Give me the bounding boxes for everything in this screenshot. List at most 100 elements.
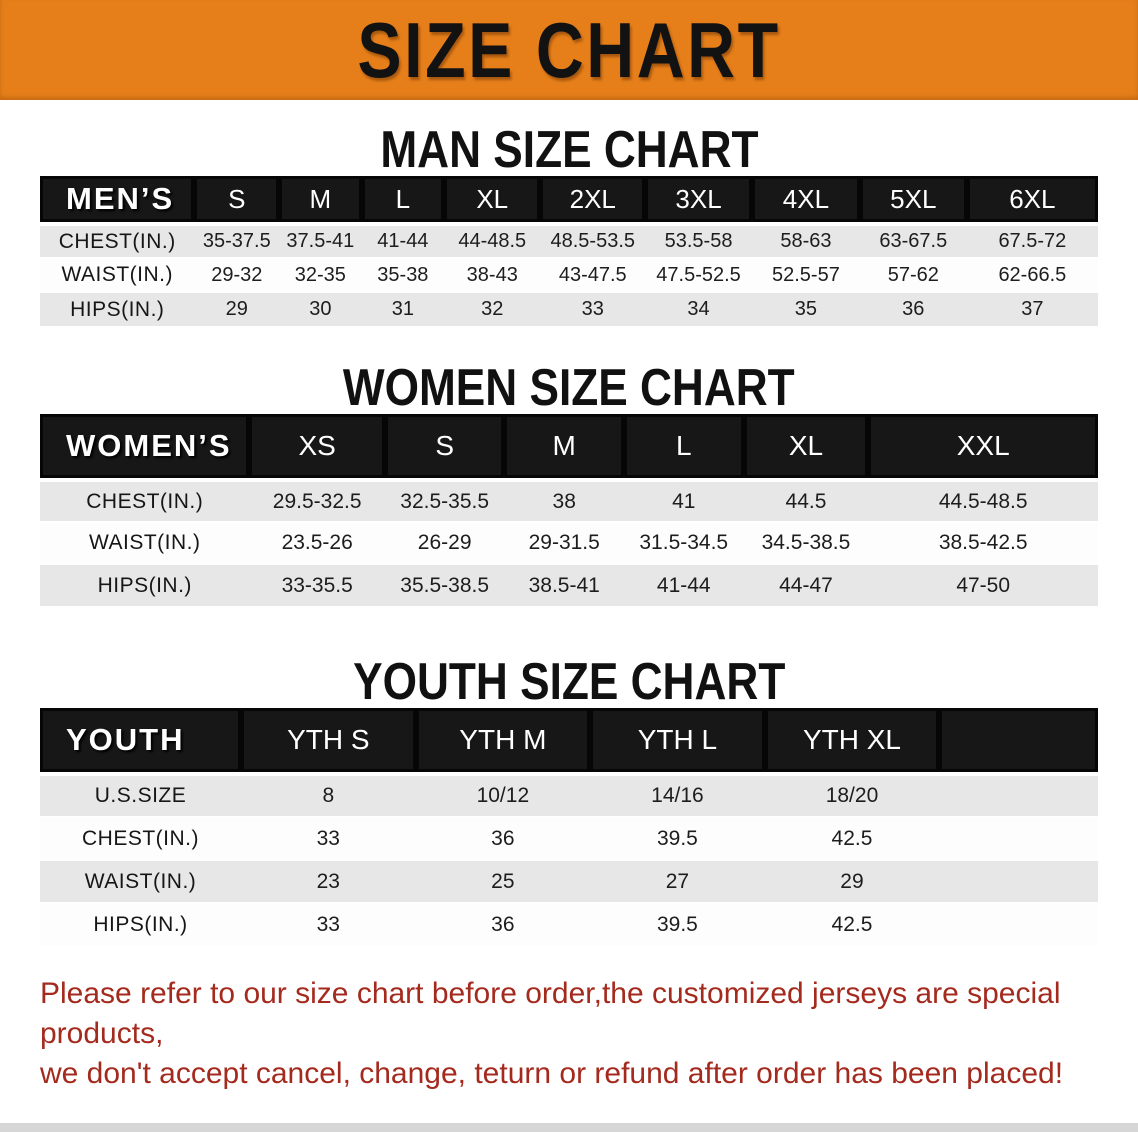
size-cell: 57-62 bbox=[859, 257, 967, 292]
size-cell: 42.5 bbox=[764, 902, 940, 946]
size-cell: 26-29 bbox=[384, 521, 505, 564]
youth-heading-text: YOUTH SIZE CHART bbox=[352, 653, 786, 711]
men-size-table: MEN’S S M L XL 2XL 3XL 4XL 5XL 6XL CHEST… bbox=[40, 176, 1098, 326]
youth-column-header: YTH S bbox=[241, 708, 416, 776]
size-cell: 36 bbox=[415, 902, 591, 946]
size-cell: 34.5-38.5 bbox=[743, 521, 869, 564]
size-cell: 33 bbox=[540, 291, 646, 326]
size-cell: 14/16 bbox=[590, 773, 765, 817]
size-cell: 38.5-41 bbox=[504, 563, 624, 606]
size-cell: 37.5-41 bbox=[279, 223, 362, 258]
size-cell: 63-67.5 bbox=[859, 223, 967, 258]
women-column-header: L bbox=[623, 414, 744, 482]
row-label: CHEST(IN.) bbox=[40, 816, 242, 860]
size-cell: 44-48.5 bbox=[444, 223, 541, 258]
table-row: HIPS(IN.) 33 36 39.5 42.5 bbox=[40, 902, 1098, 946]
size-cell: 39.5 bbox=[590, 816, 765, 860]
size-cell: 25 bbox=[415, 859, 591, 903]
women-column-header: XL bbox=[743, 414, 869, 482]
size-cell: 41-44 bbox=[623, 563, 744, 606]
size-cell: 8 bbox=[241, 773, 416, 817]
size-cell: 42.5 bbox=[764, 816, 940, 860]
disclaimer: Please refer to our size chart before or… bbox=[40, 974, 1108, 1094]
table-row: HIPS(IN.) 33-35.5 35.5-38.5 38.5-41 41-4… bbox=[40, 563, 1098, 606]
bottom-bar bbox=[0, 1123, 1138, 1132]
women-column-header: XS bbox=[249, 414, 385, 482]
women-heading-text: WOMEN SIZE CHART bbox=[343, 359, 795, 417]
table-row: WAIST(IN.) 23.5-26 26-29 29-31.5 31.5-34… bbox=[40, 521, 1098, 564]
row-label: CHEST(IN.) bbox=[40, 223, 195, 258]
table-row: CHEST(IN.) 33 36 39.5 42.5 bbox=[40, 816, 1098, 860]
youth-section-heading: YOUTH SIZE CHART bbox=[0, 656, 1138, 708]
size-cell: 41 bbox=[623, 479, 744, 522]
disclaimer-line-1: Please refer to our size chart before or… bbox=[40, 977, 1061, 1050]
row-label: HIPS(IN.) bbox=[40, 902, 242, 946]
women-column-header: M bbox=[504, 414, 624, 482]
size-cell: 44.5 bbox=[743, 479, 869, 522]
size-cell: 34 bbox=[645, 291, 752, 326]
youth-column-header: YTH L bbox=[590, 708, 765, 776]
size-cell: 29.5-32.5 bbox=[249, 479, 385, 522]
men-column-header: M bbox=[279, 176, 362, 226]
size-cell: 67.5-72 bbox=[966, 223, 1098, 258]
women-size-table: WOMEN’S XS S M L XL XXL CHEST(IN.) 29.5-… bbox=[40, 414, 1098, 606]
size-cell: 44.5-48.5 bbox=[868, 479, 1098, 522]
size-cell: 48.5-53.5 bbox=[540, 223, 646, 258]
men-column-header: 3XL bbox=[645, 176, 752, 226]
size-cell: 62-66.5 bbox=[966, 257, 1098, 292]
table-row: CHEST(IN.) 35-37.5 37.5-41 41-44 44-48.5… bbox=[40, 223, 1098, 258]
row-label: U.S.SIZE bbox=[40, 773, 242, 817]
spacer-cell bbox=[939, 816, 1098, 860]
row-label: WAIST(IN.) bbox=[40, 859, 242, 903]
size-cell: 33 bbox=[241, 816, 416, 860]
size-cell: 43-47.5 bbox=[540, 257, 646, 292]
disclaimer-line-2: we don't accept cancel, change, teturn o… bbox=[40, 1057, 1064, 1090]
size-cell: 29 bbox=[764, 859, 940, 903]
men-corner-label: MEN’S bbox=[40, 176, 195, 226]
size-cell: 31.5-34.5 bbox=[623, 521, 744, 564]
size-cell: 18/20 bbox=[764, 773, 940, 817]
size-cell: 38 bbox=[504, 479, 624, 522]
table-row: CHEST(IN.) 29.5-32.5 32.5-35.5 38 41 44.… bbox=[40, 479, 1098, 522]
size-cell: 47-50 bbox=[868, 563, 1098, 606]
women-corner-label: WOMEN’S bbox=[40, 414, 250, 482]
size-cell: 33 bbox=[241, 902, 416, 946]
youth-header-row: YOUTH YTH S YTH M YTH L YTH XL bbox=[40, 708, 1098, 776]
size-cell: 53.5-58 bbox=[645, 223, 752, 258]
row-label: WAIST(IN.) bbox=[40, 521, 250, 564]
size-cell: 38-43 bbox=[444, 257, 541, 292]
size-cell: 58-63 bbox=[751, 223, 860, 258]
men-column-header: S bbox=[194, 176, 280, 226]
size-cell: 35-37.5 bbox=[194, 223, 280, 258]
size-cell: 35 bbox=[751, 291, 860, 326]
size-cell: 27 bbox=[590, 859, 765, 903]
men-column-header: L bbox=[361, 176, 445, 226]
size-cell: 29 bbox=[194, 291, 280, 326]
size-cell: 23.5-26 bbox=[249, 521, 385, 564]
banner: SIZE CHART bbox=[0, 0, 1138, 100]
men-column-header: 2XL bbox=[540, 176, 646, 226]
row-label: HIPS(IN.) bbox=[40, 563, 250, 606]
spacer-cell bbox=[939, 859, 1098, 903]
size-cell: 35-38 bbox=[361, 257, 445, 292]
size-cell: 32 bbox=[444, 291, 541, 326]
size-cell: 29-31.5 bbox=[504, 521, 624, 564]
size-cell: 47.5-52.5 bbox=[645, 257, 752, 292]
size-cell: 36 bbox=[859, 291, 967, 326]
women-section-heading: WOMEN SIZE CHART bbox=[0, 362, 1138, 414]
size-cell: 36 bbox=[415, 816, 591, 860]
size-cell: 32-35 bbox=[279, 257, 362, 292]
size-cell: 23 bbox=[241, 859, 416, 903]
size-cell: 32.5-35.5 bbox=[384, 479, 505, 522]
size-cell: 29-32 bbox=[194, 257, 280, 292]
size-cell: 39.5 bbox=[590, 902, 765, 946]
women-header-row: WOMEN’S XS S M L XL XXL bbox=[40, 414, 1098, 482]
row-label: HIPS(IN.) bbox=[40, 291, 195, 326]
size-cell: 38.5-42.5 bbox=[868, 521, 1098, 564]
size-cell: 52.5-57 bbox=[751, 257, 860, 292]
spacer-cell bbox=[939, 708, 1098, 776]
youth-corner-label: YOUTH bbox=[40, 708, 242, 776]
size-cell: 33-35.5 bbox=[249, 563, 385, 606]
men-heading-text: MAN SIZE CHART bbox=[379, 121, 759, 179]
men-column-header: XL bbox=[444, 176, 541, 226]
